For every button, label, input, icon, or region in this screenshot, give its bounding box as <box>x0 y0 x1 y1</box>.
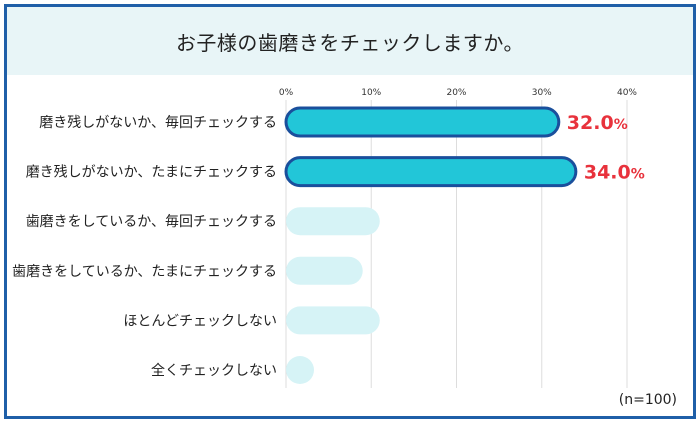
data-label: 32.0% <box>567 112 628 134</box>
x-tick-label: 20% <box>446 88 466 98</box>
x-tick-label: 0% <box>279 88 294 98</box>
sample-size-note: (n=100) <box>618 392 677 408</box>
category-label: 歯磨きをしているか、たまにチェックする <box>12 264 277 280</box>
category-label: 全くチェックしない <box>151 362 277 379</box>
bar <box>286 207 380 236</box>
bar <box>284 106 561 138</box>
data-label: 34.0% <box>584 162 645 184</box>
category-label: ほとんどチェックしない <box>123 313 277 329</box>
bar <box>284 156 578 188</box>
chart-title: お子様の歯磨きをチェックしますか。 <box>175 30 525 55</box>
bar <box>286 306 380 335</box>
bar <box>286 256 363 285</box>
category-label: 磨き残しがないか、毎回チェックする <box>39 115 277 131</box>
x-tick-label: 10% <box>361 88 381 98</box>
x-tick-label: 40% <box>617 88 637 98</box>
category-label: 歯磨きをしているか、毎回チェックする <box>26 214 277 230</box>
bar <box>286 356 314 384</box>
title-band: お子様の歯磨きをチェックしますか。 <box>7 7 693 75</box>
chart-frame: お子様の歯磨きをチェックしますか。 (n=100) <box>4 4 696 419</box>
x-tick-label: 30% <box>532 88 552 98</box>
category-label: 磨き残しがないか、たまにチェックする <box>26 165 277 181</box>
